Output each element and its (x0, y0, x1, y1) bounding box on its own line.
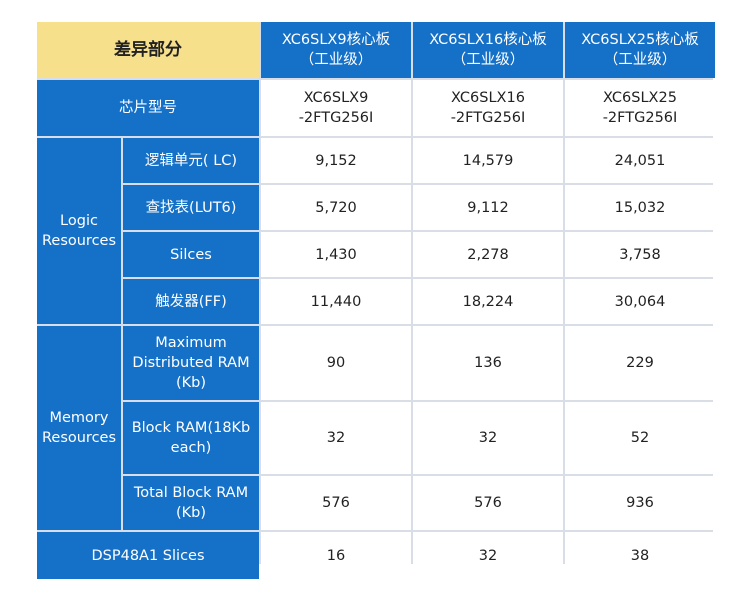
table-cell: 90 (261, 326, 411, 400)
table-cell: 15,032 (565, 185, 715, 230)
row-label-flip-flops: 触发器(FF) (123, 279, 259, 324)
table-cell: 9,112 (413, 185, 563, 230)
table-cell: 576 (413, 476, 563, 530)
logic-resources-group-label: Logic Resources (37, 138, 121, 324)
row-label-line: Block RAM(18Kb (131, 420, 251, 436)
row-label-text: DSP48A1 Slices (91, 547, 205, 564)
row-label-slices: Silces (123, 232, 259, 277)
chip-model-line1: XC6SLX25 (603, 90, 677, 106)
column-header-line1: XC6SLX25核心板 (581, 32, 699, 48)
group-label-line1: Logic (60, 213, 98, 229)
corner-header-label: 差异部分 (114, 40, 182, 60)
table-cell: 32 (413, 532, 563, 579)
table-cell: 136 (413, 326, 563, 400)
row-label: 芯片型号 (119, 100, 177, 116)
table-cell: 2,278 (413, 232, 563, 277)
row-label-text: 触发器(FF) (155, 293, 227, 310)
column-header-xc6slx9: XC6SLX9核心板 （工业级） (261, 22, 411, 78)
column-header-line2: （工业级） (451, 52, 525, 68)
table-cell: 38 (565, 532, 715, 579)
table-cell: 52 (565, 402, 715, 474)
comparison-table: 差异部分 XC6SLX9核心板 （工业级） XC6SLX16核心板 （工业级） … (37, 22, 715, 579)
row-label-line: each) (170, 440, 212, 456)
row-label-text: 查找表(LUT6) (145, 199, 237, 216)
table-cell: 32 (413, 402, 563, 474)
table-cell: 11,440 (261, 279, 411, 324)
memory-resources-group-label: Memory Resources (37, 326, 121, 530)
chip-model-cell: XC6SLX16 -2FTG256I (413, 80, 563, 136)
table-cell: 5,720 (261, 185, 411, 230)
row-label-text: 逻辑单元( LC) (144, 152, 238, 169)
row-label-line: Distributed RAM (132, 355, 250, 371)
row-label-line: Total Block RAM (133, 485, 249, 501)
row-label-lut6: 查找表(LUT6) (123, 185, 259, 230)
row-label-line: Maximum (155, 335, 227, 351)
column-header-line2: （工业级） (603, 52, 677, 68)
corner-header: 差异部分 (37, 22, 259, 78)
table-cell: 229 (565, 326, 715, 400)
chip-model-line2: -2FTG256I (602, 110, 678, 126)
group-label-line1: Memory (49, 410, 109, 426)
column-header-line2: （工业级） (299, 52, 373, 68)
table-cell: 30,064 (565, 279, 715, 324)
column-header-xc6slx25: XC6SLX25核心板 （工业级） (565, 22, 715, 78)
chip-model-line2: -2FTG256I (298, 110, 374, 126)
row-label-logic-cells: 逻辑单元( LC) (123, 138, 259, 183)
row-label-line: (Kb) (175, 505, 207, 521)
table-cell: 3,758 (565, 232, 715, 277)
row-label-dsp-slices: DSP48A1 Slices (37, 532, 259, 579)
table-cell: 18,224 (413, 279, 563, 324)
group-label-line2: Resources (41, 430, 117, 446)
table-cell: 576 (261, 476, 411, 530)
chip-model-label: 芯片型号 (37, 80, 259, 136)
table-cell: 16 (261, 532, 411, 579)
row-label-text: Silces (170, 246, 212, 263)
table-cell: 24,051 (565, 138, 715, 183)
row-label-distributed-ram: Maximum Distributed RAM (Kb) (123, 326, 259, 400)
chip-model-cell: XC6SLX9 -2FTG256I (261, 80, 411, 136)
table-cell: 32 (261, 402, 411, 474)
chip-model-line2: -2FTG256I (450, 110, 526, 126)
group-label-line2: Resources (41, 233, 117, 249)
table-cell: 936 (565, 476, 715, 530)
chip-model-line1: XC6SLX16 (451, 90, 525, 106)
row-label-total-block-ram: Total Block RAM (Kb) (123, 476, 259, 530)
table-cell: 14,579 (413, 138, 563, 183)
column-header-line1: XC6SLX9核心板 (281, 32, 391, 48)
table-cell: 9,152 (261, 138, 411, 183)
row-label-line: (Kb) (175, 375, 207, 391)
table-cell: 1,430 (261, 232, 411, 277)
chip-model-line1: XC6SLX9 (303, 90, 369, 106)
chip-model-cell: XC6SLX25 -2FTG256I (565, 80, 715, 136)
row-label-block-ram: Block RAM(18Kb each) (123, 402, 259, 474)
column-header-xc6slx16: XC6SLX16核心板 （工业级） (413, 22, 563, 78)
column-header-line1: XC6SLX16核心板 (429, 32, 547, 48)
